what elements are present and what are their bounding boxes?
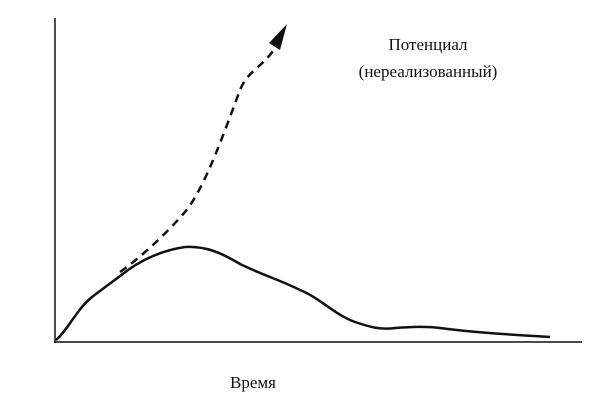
potential-curve <box>119 47 277 274</box>
arrow-head <box>269 24 287 50</box>
annotation-line1: Потенциал <box>389 35 469 54</box>
annotation-line2: (нереализованный) <box>359 62 498 81</box>
x-axis-label: Время <box>230 373 276 392</box>
actual-curve <box>55 245 551 341</box>
